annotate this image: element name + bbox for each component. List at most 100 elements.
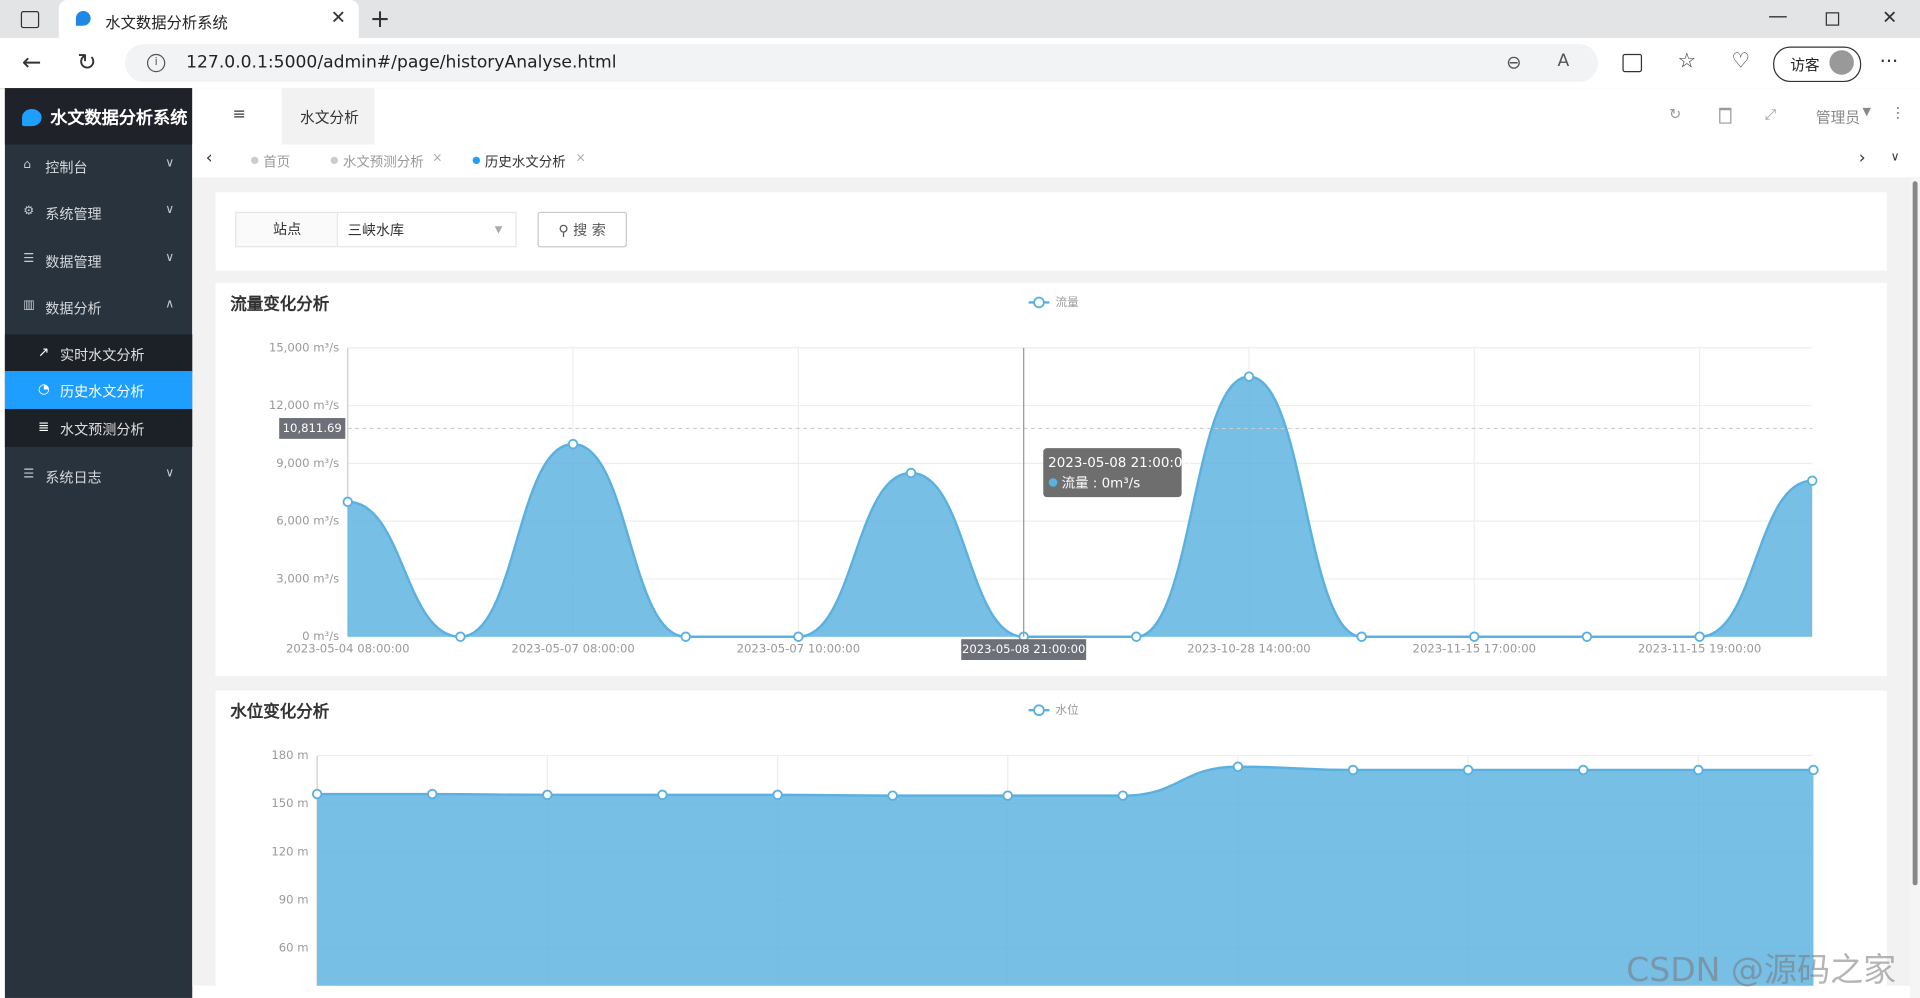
user-caret[interactable]: ▼ [1862, 106, 1871, 119]
search-button[interactable] [537, 211, 627, 248]
submenu-label[interactable]: 水文预测分析 [60, 421, 145, 439]
submenu-item[interactable] [4, 334, 193, 373]
menu-arrow[interactable]: ∧ [165, 297, 175, 312]
tabs-left[interactable]: ‹ [205, 148, 213, 168]
reload-button[interactable]: ↻ [77, 48, 97, 76]
menu-arrow[interactable]: ∨ [165, 251, 175, 265]
user-menu[interactable]: 管理员 [1815, 108, 1861, 127]
site-info[interactable]: i [146, 53, 166, 73]
y-tick-label: 6,000 m³/s [276, 514, 339, 528]
station-select[interactable] [336, 211, 517, 248]
menu-label[interactable]: 数据分析 [45, 300, 102, 318]
back-button[interactable]: ← [22, 48, 42, 76]
submenu-item[interactable] [4, 408, 193, 447]
y-tick-label: 15,000 m³/s [269, 340, 339, 354]
search-label: 站点 [273, 220, 302, 238]
tab-actions-icon[interactable] [20, 11, 40, 29]
menu-label[interactable]: 控制台 [45, 159, 88, 177]
zoom-icon[interactable]: ⊖ [1506, 51, 1522, 74]
tooltip-dot [1048, 478, 1058, 487]
menu-label[interactable]: 数据管理 [45, 253, 102, 271]
point [905, 467, 917, 479]
point [1356, 631, 1367, 642]
tab-label[interactable]: 水文预测分析 [342, 154, 424, 171]
tab-dot [251, 156, 259, 165]
clear-icon[interactable] [1719, 107, 1732, 124]
scrollbar[interactable] [1910, 178, 1920, 998]
point [427, 788, 438, 800]
menu-item[interactable] [5, 143, 192, 190]
menu-arrow[interactable]: ∨ [165, 466, 175, 480]
minimize[interactable]: — [1768, 3, 1788, 27]
point [1117, 790, 1129, 801]
menu-icon: ▥ [23, 298, 35, 313]
url[interactable]: 127.0.0.1:5000/admin#/page/historyAnalys… [186, 52, 617, 73]
point [1581, 631, 1593, 642]
restore[interactable] [1825, 12, 1840, 26]
tab-strip [192, 144, 1920, 179]
point [1578, 764, 1589, 776]
select-caret[interactable]: ▼ [494, 224, 503, 236]
point [567, 438, 579, 450]
logo-icon [22, 108, 42, 127]
legend-label: 流量 [1056, 295, 1080, 309]
split-screen[interactable] [1622, 53, 1643, 73]
menu-icon: ⌂ [23, 157, 32, 172]
profile-button[interactable] [1773, 46, 1862, 83]
tabs-right[interactable]: › [1858, 148, 1866, 168]
menu-icon: ⚙ [23, 204, 35, 218]
search-button-label[interactable]: ⚲ 搜 索 [558, 221, 606, 239]
y-tick-label: 90 m [279, 893, 309, 907]
menu-label[interactable]: 系统管理 [45, 205, 102, 223]
tabs-menu[interactable]: ∨ [1890, 150, 1900, 165]
tab-close[interactable]: ✕ [330, 6, 347, 29]
header [192, 88, 1920, 146]
area [317, 766, 1814, 986]
refresh-icon[interactable]: ↻ [1668, 105, 1682, 123]
point [680, 631, 691, 642]
submenu-item[interactable] [4, 371, 193, 409]
tab-dot [330, 156, 338, 165]
submenu-icon: ↗ [37, 344, 50, 360]
station-value[interactable]: 三峡水库 [347, 221, 405, 239]
fullscreen-icon[interactable]: ⤢ [1764, 105, 1777, 123]
new-tab[interactable]: + [369, 3, 391, 34]
scroll-thumb[interactable] [1912, 181, 1918, 886]
y-tick-label: 150 m [271, 796, 308, 810]
menu-label[interactable]: 系统日志 [45, 468, 102, 487]
search-label-box [235, 211, 340, 248]
point [342, 496, 353, 508]
tab-label[interactable]: 首页 [263, 154, 291, 171]
x-tick-label: 2023-11-15 19:00:00 [1638, 641, 1761, 655]
point [542, 789, 553, 801]
read-aloud[interactable]: A [1557, 51, 1570, 72]
close-window[interactable]: ✕ [1882, 6, 1898, 29]
url-field[interactable] [124, 44, 1598, 83]
menu-arrow[interactable]: ∨ [165, 203, 175, 217]
logo[interactable]: 水文数据分析系统 [4, 88, 193, 145]
tab-close[interactable]: × [575, 151, 586, 166]
point [657, 789, 668, 801]
pointer-label-box [279, 418, 346, 439]
point [1347, 764, 1359, 776]
y-tick-label: 3,000 m³/s [276, 571, 339, 585]
point [1469, 631, 1480, 642]
legend-marker [1033, 704, 1045, 717]
more-icon[interactable]: ⋮ [1890, 104, 1906, 122]
profile-name[interactable]: 访客 [1790, 56, 1820, 74]
tab-label[interactable]: 历史水文分析 [484, 154, 566, 171]
more-menu[interactable]: ··· [1879, 48, 1899, 73]
menu-arrow[interactable]: ∨ [165, 156, 175, 171]
search-button-text[interactable]: 搜 索 [573, 221, 606, 239]
tab-close[interactable]: × [432, 151, 443, 166]
submenu-icon: ≣ [37, 418, 50, 435]
submenu-label[interactable]: 实时水文分析 [60, 346, 145, 364]
submenu-label[interactable]: 历史水文分析 [60, 383, 145, 401]
header-tab[interactable] [281, 88, 375, 145]
header-tab-label[interactable]: 水文分析 [300, 108, 359, 127]
menu-toggle[interactable]: ≡ [232, 105, 247, 124]
favorites[interactable]: ☆ [1677, 48, 1697, 74]
browser-tab[interactable] [58, 0, 359, 38]
health-icon[interactable]: ♡ [1731, 48, 1751, 74]
